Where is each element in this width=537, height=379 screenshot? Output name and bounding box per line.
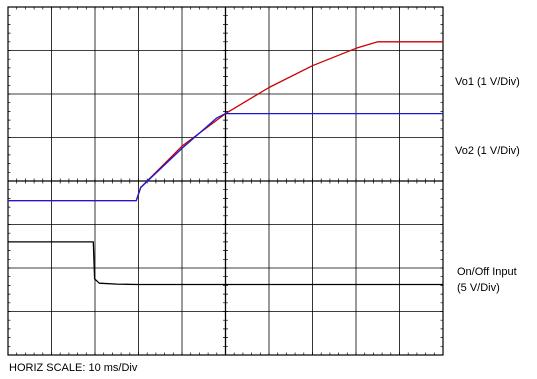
horiz-scale-label: HORIZ SCALE: 10 ms/Div bbox=[9, 362, 138, 374]
series-label-vo1: Vo1 (1 V/Div) bbox=[455, 76, 520, 88]
series-label-vo2: Vo2 (1 V/Div) bbox=[455, 145, 520, 157]
trace-group bbox=[8, 41, 443, 286]
scope-graticule bbox=[7, 6, 444, 356]
trace-vo2 bbox=[8, 112, 443, 202]
series-sublabel-onoff: (5 V/Div) bbox=[457, 282, 500, 294]
trace-onoff-input bbox=[8, 241, 443, 286]
series-label-onoff: On/Off Input bbox=[457, 266, 517, 278]
graticule-ticks bbox=[7, 6, 444, 356]
